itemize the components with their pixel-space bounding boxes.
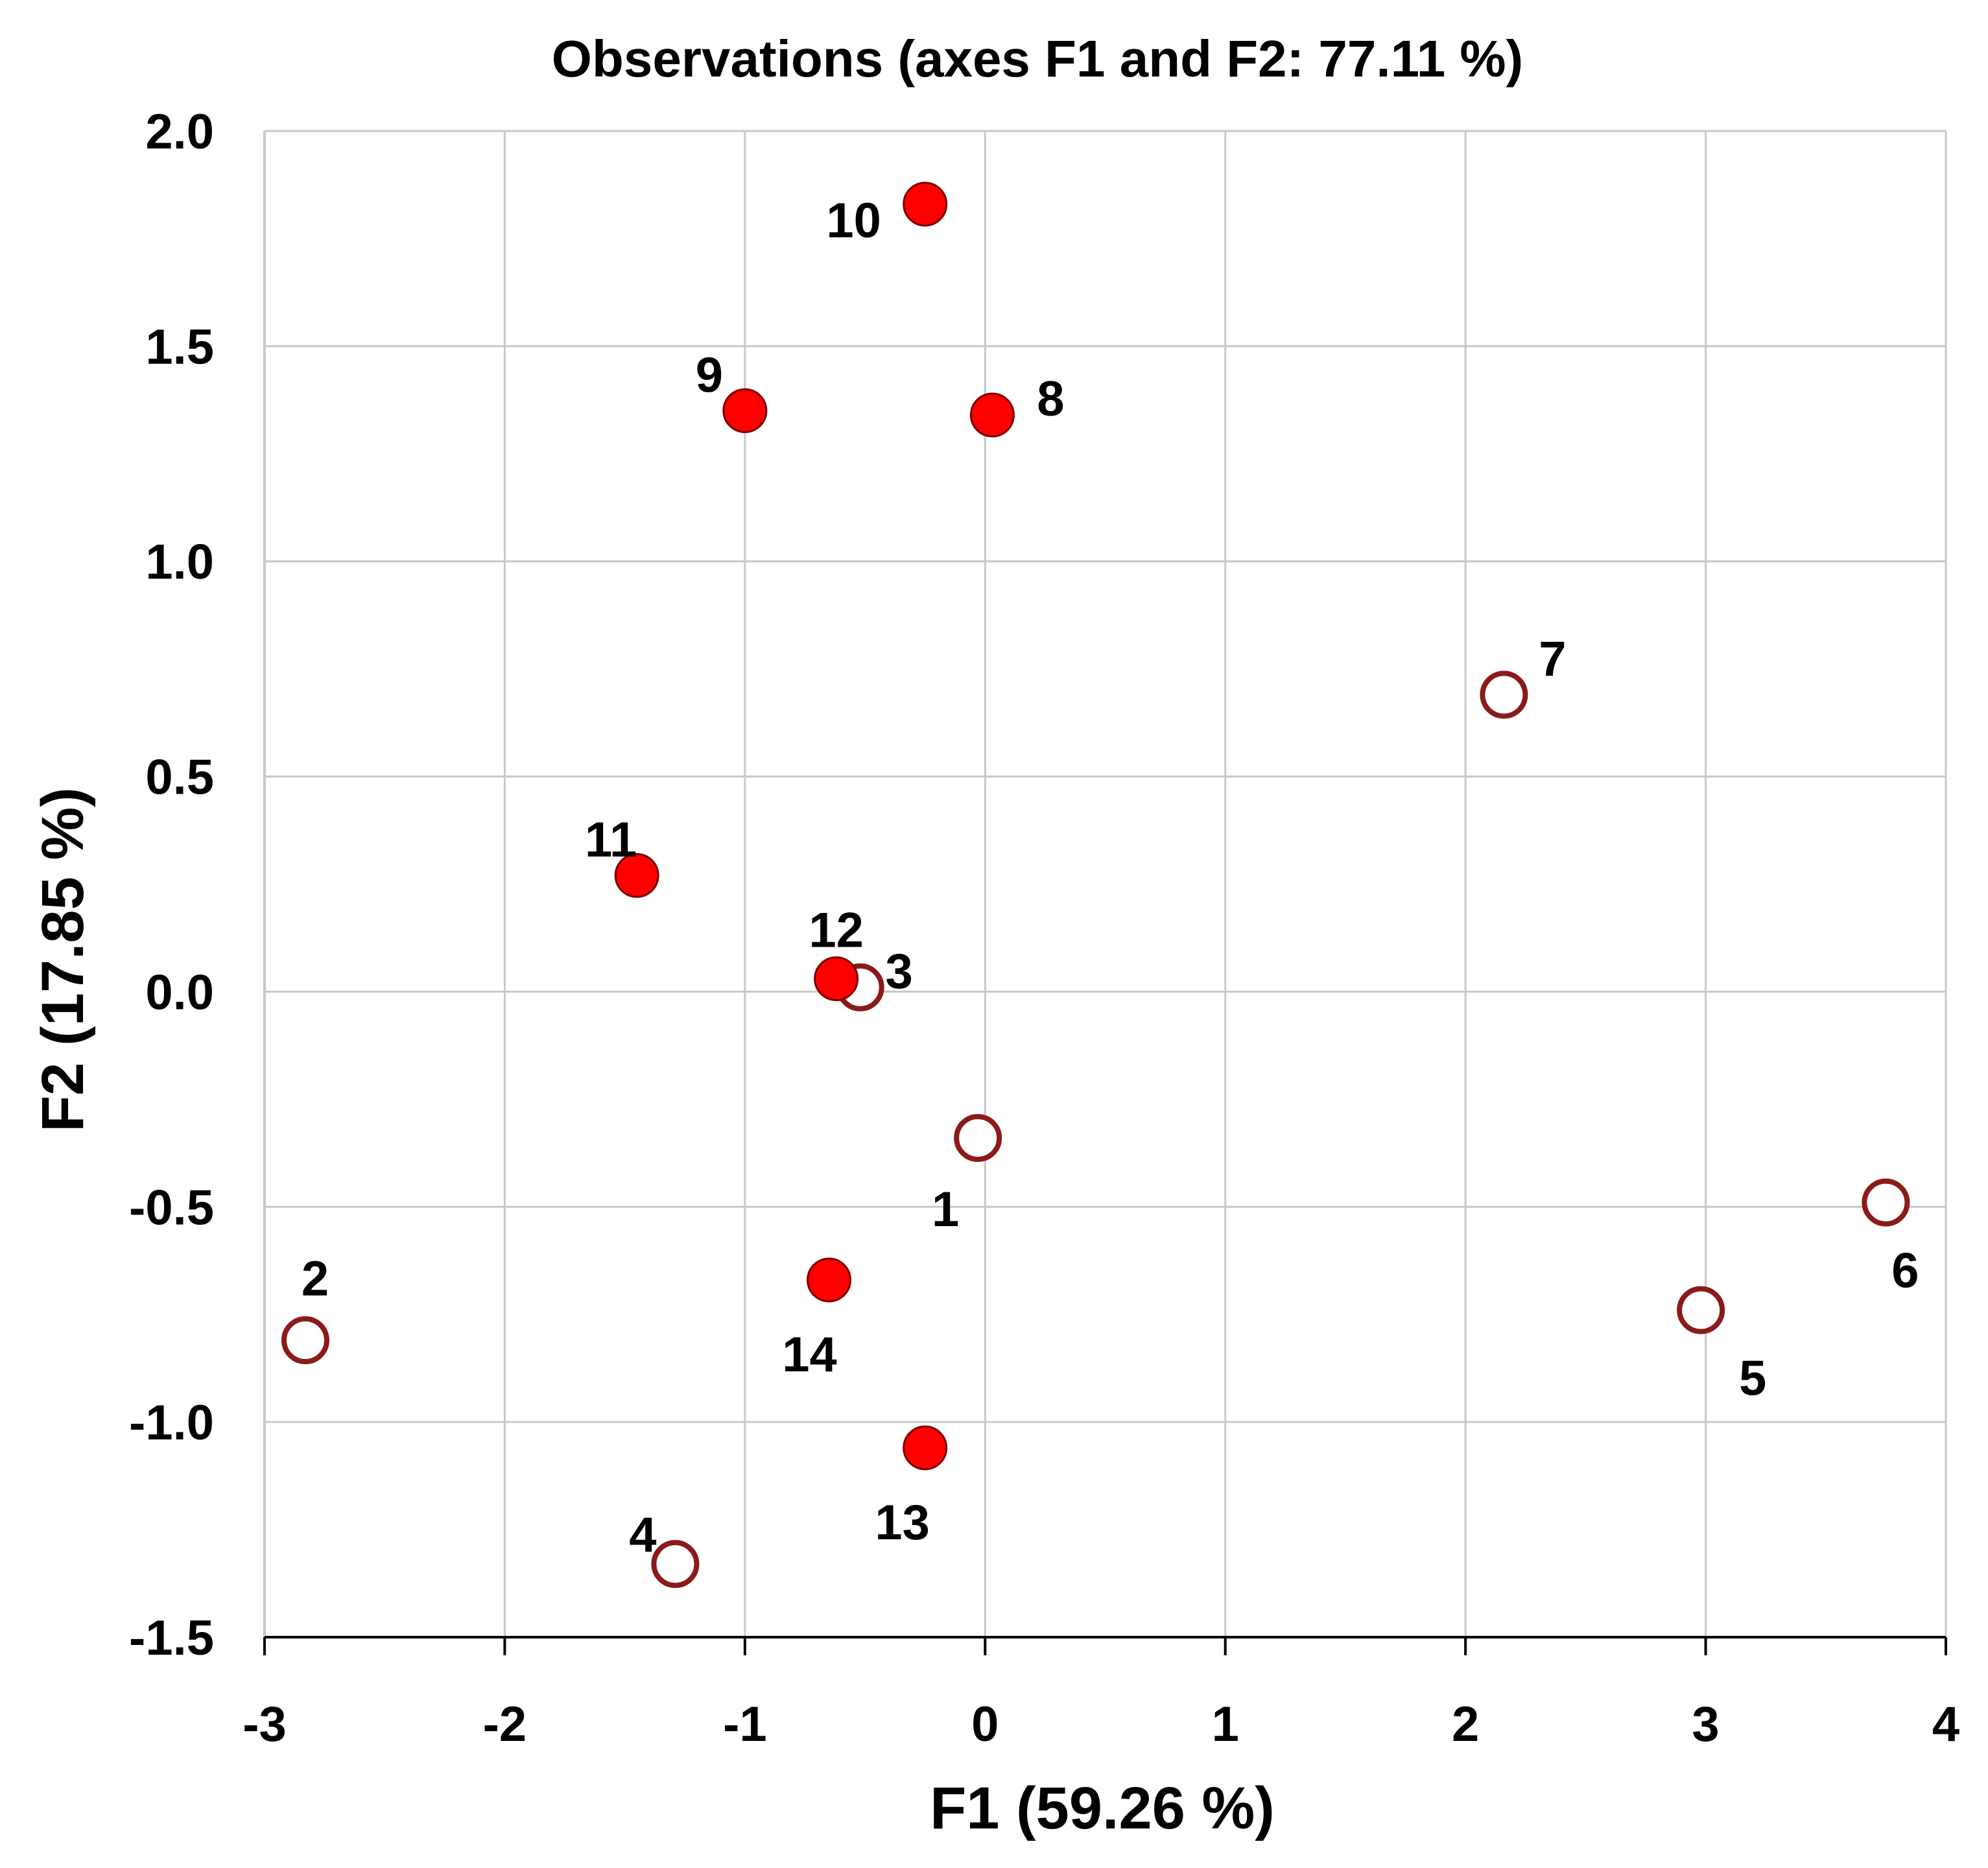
point-label: 7: [1539, 632, 1566, 687]
y-tick-label: 0.0: [145, 965, 214, 1020]
point-label: 11: [585, 812, 637, 868]
x-tick-labels: -3 -2 -1 0 1 2 3 4: [243, 1697, 1959, 1752]
y-tick-label: 0.5: [145, 750, 214, 805]
y-axis-label: F2 (17.85 %): [30, 787, 96, 1132]
point-label: 9: [696, 348, 723, 403]
open-point: [954, 1114, 1002, 1163]
x-tick-label: -1: [723, 1697, 767, 1752]
open-point: [281, 1316, 329, 1365]
y-tick-label: -0.5: [129, 1180, 214, 1235]
chart-title: Observations (axes F1 and F2: 77.11 %): [552, 30, 1523, 88]
y-tick-label: 1.5: [145, 320, 214, 375]
y-tick-label: -1.0: [129, 1395, 214, 1450]
point-label: 13: [875, 1495, 930, 1550]
point-label: 5: [1739, 1351, 1766, 1406]
y-tick-label: -1.5: [129, 1611, 214, 1666]
point-label: 12: [809, 903, 864, 958]
x-tick-label: -2: [483, 1697, 527, 1752]
open-point: [1862, 1178, 1910, 1227]
filled-point: [903, 182, 948, 227]
filled-point: [903, 1425, 948, 1471]
point-label: 2: [302, 1251, 329, 1306]
x-tick-label: 0: [971, 1697, 999, 1752]
data-points: [281, 182, 1910, 1589]
open-point: [651, 1540, 700, 1589]
point-label: 3: [886, 944, 913, 999]
x-tick-label: 2: [1452, 1697, 1479, 1752]
filled-point: [814, 956, 859, 1002]
open-point: [1677, 1286, 1725, 1334]
filled-point: [969, 392, 1015, 438]
x-axis-label: F1 (59.26 %): [930, 1775, 1275, 1841]
y-tick-labels: -1.5 -1.0 -0.5 0.0 0.5 1.0 1.5 2.0: [129, 104, 214, 1666]
open-point: [1480, 670, 1528, 719]
filled-point: [722, 388, 768, 433]
filled-point: [614, 853, 659, 898]
x-tick-label: 3: [1692, 1697, 1719, 1752]
x-tick-label: -3: [243, 1697, 287, 1752]
x-tick-label: 4: [1932, 1697, 1959, 1752]
y-tick-label: 2.0: [145, 104, 214, 160]
point-label: 8: [1037, 372, 1064, 427]
y-tick-label: 1.0: [145, 535, 214, 590]
x-tick-label: 1: [1212, 1697, 1239, 1752]
axes: [263, 131, 1947, 1655]
point-label: 14: [782, 1327, 837, 1382]
point-label: 10: [826, 193, 881, 248]
grid: [263, 130, 1947, 1638]
point-label: 6: [1891, 1244, 1919, 1299]
point-label: 1: [932, 1182, 959, 1237]
filled-point: [807, 1257, 852, 1303]
point-label: 4: [629, 1507, 656, 1563]
